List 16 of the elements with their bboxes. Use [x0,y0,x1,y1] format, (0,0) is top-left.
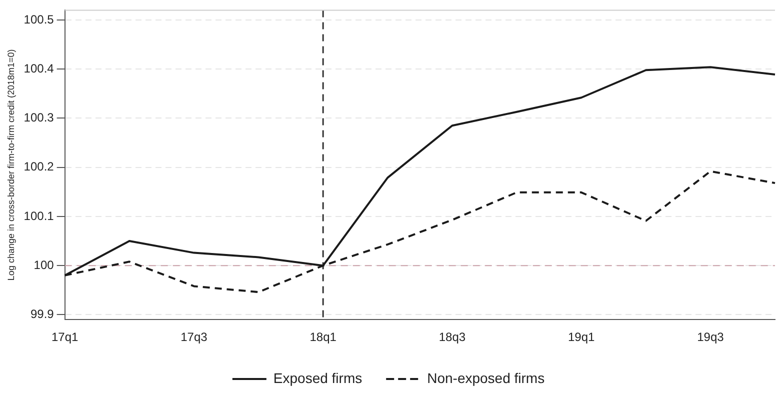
legend-label: Non-exposed firms [427,370,545,386]
y-tick-label: 100.1 [24,208,54,223]
x-tick-label: 19q1 [568,330,595,344]
y-axis-title: Log change in cross-border firm-to-firm credit (2018m1=0) [6,49,16,281]
y-tick-label: 100.2 [24,160,54,174]
x-tick-label: 18q1 [310,330,337,344]
legend-label: Exposed firms [273,370,362,386]
y-tick-label: 99.9 [30,307,54,321]
x-tick-label: 17q3 [180,330,208,344]
y-tick-label: 100.5 [24,12,54,26]
y-tick-label: 100.4 [24,61,54,76]
y-tick-label: 100.3 [24,110,54,125]
y-tick-label: 100 [34,258,54,272]
x-tick-label: 17q1 [51,330,78,344]
x-tick-label: 19q3 [697,330,724,344]
x-tick-label: 18q3 [438,330,466,344]
